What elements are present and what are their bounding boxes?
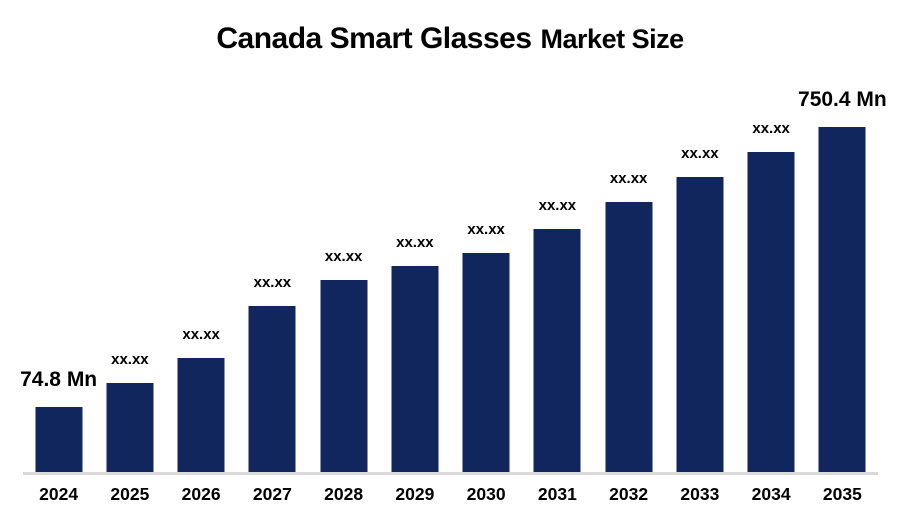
- bar-2026: [177, 358, 225, 472]
- bar-group-2028: xx.xx 2028: [308, 0, 379, 525]
- bar-value-label-2027: xx.xx: [253, 274, 292, 291]
- bar-group-2024: 74.8 Mn 2024: [20, 0, 98, 525]
- bar-group-2026: xx.xx 2026: [166, 0, 237, 525]
- page-title: Canada Smart Glasses Market Size: [0, 22, 900, 56]
- bar-2025: [106, 383, 154, 472]
- x-axis-label-2033: 2033: [680, 484, 720, 504]
- bar-2032: [605, 202, 653, 472]
- bar-value-label-2028: xx.xx: [324, 248, 363, 265]
- bar-value-label-2030: xx.xx: [467, 221, 505, 238]
- bar-value-label-2031: xx.xx: [538, 197, 577, 214]
- bar-group-2031: xx.xx 2031: [522, 0, 593, 525]
- bar-group-2033: xx.xx 2033: [664, 0, 735, 525]
- bar-value-label-2029: xx.xx: [396, 234, 434, 251]
- bar-2035: [818, 127, 866, 472]
- bar-value-label-2026: xx.xx: [182, 326, 220, 343]
- bar-2024: [35, 407, 83, 472]
- x-axis-label-2025: 2025: [110, 484, 150, 504]
- bar-group-2030: xx.xx 2030: [451, 0, 522, 525]
- x-axis-label-2032: 2032: [609, 484, 649, 504]
- x-axis-label-2027: 2027: [252, 484, 292, 504]
- title-main: Canada Smart Glasses: [216, 22, 532, 55]
- bar-value-label-2024: 74.8 Mn: [20, 368, 98, 391]
- bar-2027: [248, 306, 296, 472]
- bar-2034: [747, 152, 795, 472]
- bar-group-2025: xx.xx 2025: [94, 0, 165, 525]
- bar-2030: [462, 253, 510, 472]
- bar-2029: [391, 266, 439, 472]
- bar-value-label-2035: 750.4 Mn: [798, 88, 887, 111]
- bar-group-2029: xx.xx 2029: [379, 0, 450, 525]
- bar-value-label-2025: xx.xx: [111, 351, 149, 368]
- x-axis-label-2035: 2035: [822, 484, 862, 504]
- bar-value-label-2032: xx.xx: [609, 170, 648, 187]
- bar-group-2027: xx.xx 2027: [237, 0, 308, 525]
- x-axis-label-2028: 2028: [324, 484, 364, 504]
- bar-group-2034: xx.xx 2034: [736, 0, 807, 525]
- bar-value-label-2033: xx.xx: [681, 145, 719, 162]
- x-axis-label-2029: 2029: [395, 484, 435, 504]
- x-axis-label-2026: 2026: [181, 484, 221, 504]
- bar-2028: [320, 280, 368, 472]
- x-axis-label-2024: 2024: [39, 484, 79, 504]
- x-axis-line: [23, 472, 878, 475]
- title-suffix: Market Size: [540, 24, 685, 54]
- x-axis-label-2031: 2031: [537, 484, 577, 504]
- x-axis-label-2034: 2034: [751, 484, 791, 504]
- bar-2031: [533, 229, 581, 472]
- bar-group-2032: xx.xx 2032: [593, 0, 664, 525]
- x-axis-label-2030: 2030: [466, 484, 506, 504]
- bar-group-2035: 750.4 Mn 2035: [798, 0, 887, 525]
- bar-2033: [676, 177, 724, 472]
- bar-value-label-2034: xx.xx: [752, 120, 790, 137]
